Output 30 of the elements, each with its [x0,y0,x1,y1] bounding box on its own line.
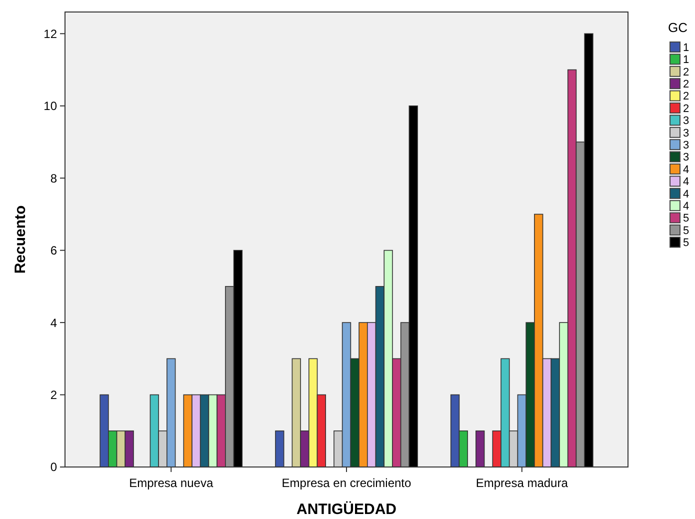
y-tick-label: 8 [50,171,58,186]
legend-label: 4 [683,188,690,200]
legend-label: 4 [683,164,690,176]
legend-label: 2 [683,78,690,90]
legend-label: 5 [683,212,690,225]
y-axis-title: Recuento [12,205,29,274]
y-tick-label: 4 [50,316,58,330]
legend-label: 3 [683,115,690,128]
legend-label: 3 [683,127,690,140]
legend-label: 3 [683,152,690,164]
x-tick-label: Empresa nueva [129,476,214,490]
legend-label: 2 [683,66,690,78]
x-axis-title: ANTIGÜEDAD [296,501,397,518]
y-tick-label: 10 [44,99,58,114]
x-tick-label: Empresa madura [476,476,568,490]
x-tick-label: Empresa en crecimiento [282,476,412,490]
legend-label: 5 [683,237,690,250]
legend-label: 1 [683,42,690,54]
legend-label: 1 [683,54,690,66]
legend-label: 2 [683,102,690,115]
y-tick-label: 12 [44,26,58,41]
legend-title: GC [668,20,688,35]
legend-label: 2 [683,90,690,103]
legend-label: 3 [683,139,690,152]
legend-label: 4 [683,200,690,212]
y-tick-label: 6 [50,244,58,258]
y-tick-label: 0 [50,460,58,474]
y-tick-label: 2 [50,388,58,402]
legend-label: 5 [683,224,690,237]
legend-label: 4 [683,176,690,188]
